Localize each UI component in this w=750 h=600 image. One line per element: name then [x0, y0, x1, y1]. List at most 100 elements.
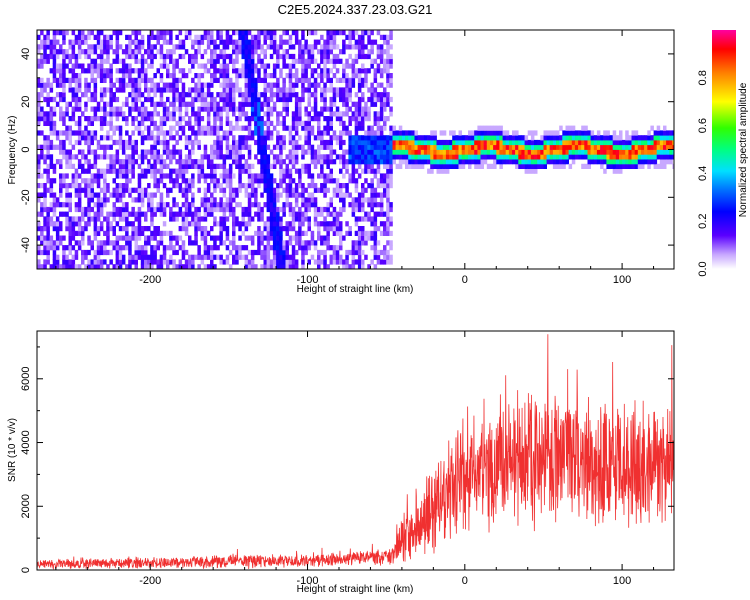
heatmap-cell [90, 216, 94, 222]
heatmap-cell [74, 101, 79, 107]
heatmap-cell [389, 73, 393, 79]
heatmap-cell [159, 92, 164, 98]
heatmap-cell [272, 34, 277, 40]
heatmap-cell [118, 259, 123, 265]
heatmap-cell [225, 154, 230, 160]
heatmap-cell [238, 168, 242, 174]
heatmap-cell [301, 87, 305, 93]
heatmap-cell [194, 111, 198, 117]
heatmap-cell [172, 249, 176, 256]
heatmap-cell [128, 111, 132, 117]
heatmap-cell [376, 53, 381, 60]
heatmap-cell [225, 116, 230, 122]
heatmap-cell [181, 221, 186, 227]
heatmap-cell [357, 116, 362, 122]
heatmap-cell [115, 96, 120, 103]
heatmap-cell [301, 125, 305, 131]
heatmap-cell [530, 135, 535, 141]
heatmap-cell [301, 197, 305, 203]
heatmap-cell [74, 230, 79, 236]
heatmap-cell [93, 192, 98, 198]
heatmap-cell [93, 259, 98, 265]
heatmap-cell [379, 44, 384, 50]
heatmap-cell [329, 159, 333, 165]
heatmap-cell [194, 254, 198, 260]
heatmap-cell [622, 154, 626, 160]
heatmap-cell [351, 44, 356, 50]
heatmap-cell [562, 130, 566, 136]
heatmap-cell [178, 163, 183, 169]
heatmap-cell [49, 264, 54, 269]
heatmap-cell [81, 34, 85, 40]
heatmap-cell [351, 77, 356, 83]
heatmap-cell [310, 183, 315, 189]
heatmap-cell [464, 159, 469, 165]
heatmap-cell [210, 39, 214, 45]
heatmap-cell [206, 264, 211, 269]
heatmap-cell [326, 187, 330, 193]
heatmap-cell [216, 154, 220, 160]
heatmap-cell [266, 240, 271, 246]
heatmap-cell [121, 144, 126, 150]
heatmap-cell [118, 168, 123, 174]
heatmap-cell [335, 30, 340, 36]
heatmap-cell [103, 216, 107, 222]
heatmap-cell [228, 39, 233, 45]
heatmap-cell [206, 58, 211, 64]
heatmap-cell [228, 187, 233, 193]
heatmap-cell [549, 135, 554, 141]
heatmap-cell [266, 154, 271, 160]
heatmap-cell [486, 125, 491, 131]
x-tick-label: 0 [462, 274, 468, 286]
heatmap-cell [376, 49, 381, 55]
heatmap-cell [144, 49, 148, 55]
heatmap-cell [269, 53, 274, 60]
heatmap-cell [317, 226, 321, 232]
heatmap-cell [159, 96, 164, 103]
heatmap-cell [131, 226, 135, 232]
heatmap-cell [219, 116, 223, 122]
heatmap-cell [342, 101, 346, 107]
heatmap-cell [134, 211, 138, 217]
heatmap-cell [87, 264, 91, 269]
heatmap-cell [184, 159, 189, 165]
heatmap-cell [317, 254, 321, 260]
heatmap-cell [527, 144, 532, 150]
heatmap-cell [263, 163, 267, 169]
heatmap-cell [386, 226, 390, 232]
heatmap-cell [103, 154, 107, 160]
heatmap-cell [175, 139, 179, 146]
heatmap-cell [502, 149, 507, 155]
heatmap-cell [37, 168, 41, 174]
heatmap-cell [301, 216, 305, 222]
heatmap-cell [269, 130, 274, 136]
heatmap-cell [348, 87, 352, 93]
heatmap-cell [118, 144, 123, 150]
heatmap-cell [313, 77, 318, 83]
heatmap-cell [172, 264, 176, 269]
heatmap-cell [279, 178, 283, 184]
heatmap-cell [373, 187, 378, 193]
heatmap-cell [285, 111, 289, 117]
heatmap-cell [379, 130, 384, 136]
heatmap-cell [59, 96, 63, 103]
heatmap-cell [228, 173, 233, 179]
heatmap-cell [288, 82, 293, 88]
heatmap-cell [197, 82, 201, 88]
heatmap-cell [46, 235, 50, 241]
heatmap-cell [137, 125, 142, 131]
heatmap-cell [213, 221, 217, 227]
heatmap-cell [112, 178, 116, 184]
heatmap-cell [194, 96, 198, 103]
heatmap-cell [301, 245, 305, 251]
heatmap-cell [405, 144, 409, 150]
heatmap-cell [329, 106, 333, 112]
heatmap-cell [263, 92, 267, 98]
heatmap-cell [112, 49, 116, 55]
heatmap-cell [345, 264, 349, 269]
heatmap-cell [282, 202, 286, 208]
heatmap-cell [156, 34, 160, 40]
heatmap-cell [395, 149, 400, 155]
heatmap-cell [342, 68, 346, 74]
heatmap-cell [213, 58, 217, 64]
